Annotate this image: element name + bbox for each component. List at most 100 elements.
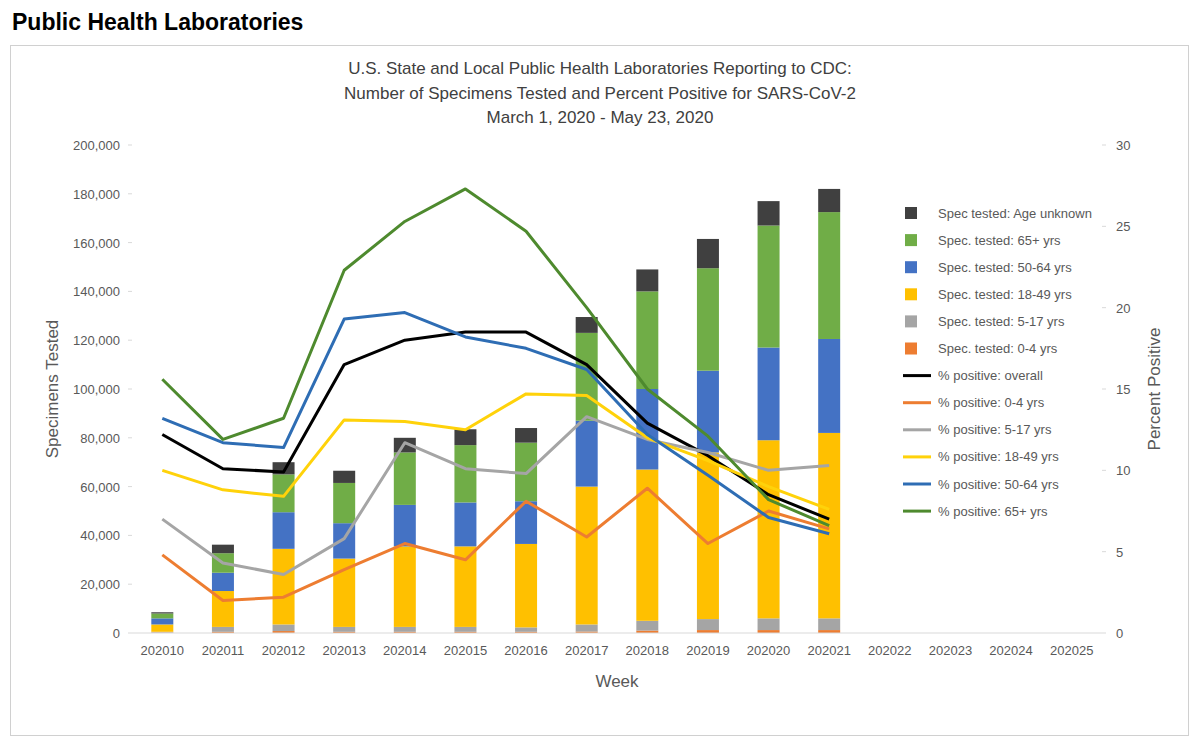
y-tick-label: 20,000 [80,577,120,592]
x-tick-label: 202015 [444,643,487,658]
bar-segment [454,429,476,445]
legend-label: % positive: 50-64 yrs [938,477,1059,492]
x-tick-label: 202023 [929,643,972,658]
bar-segment [758,201,780,225]
legend-label: % positive: 5-17 yrs [938,422,1052,437]
bar-segment [636,291,658,389]
y2-tick [1102,389,1106,390]
y2-axis-title: Percent Positive [1145,328,1164,451]
y-tick-label: 100,000 [73,382,120,397]
y2-tick-label: 25 [1116,219,1130,234]
y-tick [128,535,132,536]
bar-segment [515,544,537,627]
legend-swatch [905,343,917,355]
bar-segment [576,624,598,631]
legend-label: Spec tested: Age unknown [938,206,1092,221]
title-line: U.S. State and Local Public Health Labor… [348,59,852,78]
bar-segment [758,348,780,441]
y-tick-label: 40,000 [80,528,120,543]
y2-tick-label: 0 [1116,626,1123,641]
x-tick-label: 202022 [868,643,911,658]
x-tick-label: 202019 [686,643,729,658]
bar-segment [333,627,355,632]
y2-tick [1102,226,1106,227]
title-line: March 1, 2020 - May 23, 2020 [487,108,714,127]
y-tick [128,193,132,194]
y-tick [128,242,132,243]
y-tick [128,145,132,146]
legend-label: Spec. tested: 0-4 yrs [938,341,1058,356]
y2-tick [1102,145,1106,146]
y-tick [128,340,132,341]
bar-segment [212,573,234,591]
line-series [162,394,829,509]
bar-segment [636,389,658,470]
x-tick-label: 202016 [504,643,547,658]
bar-segment [758,618,780,630]
y2-tick [1102,633,1106,634]
x-tick-label: 202021 [807,643,850,658]
y2-tick [1102,551,1106,552]
legend-swatch [903,401,931,404]
x-tick-label: 202010 [141,643,184,658]
y-tick-label: 120,000 [73,333,120,348]
bar-segment [576,487,598,625]
bar-segment [151,613,173,618]
y-tick-label: 200,000 [73,138,120,153]
legend-swatch [903,428,931,431]
bar-segment [394,505,416,546]
bar-segment [454,627,476,632]
bar-segment [273,512,295,549]
legend-swatch [903,483,931,486]
bar-segment [697,268,719,370]
chart-frame [11,46,1189,736]
bar-segment [636,470,658,621]
bar-segment [454,502,476,546]
y-tick [128,437,132,438]
bar-segment [273,474,295,512]
bar-segment [212,545,234,554]
y-tick-label: 140,000 [73,284,120,299]
bar-segment [273,549,295,625]
line-series [162,189,829,526]
legend-swatch [903,374,931,377]
bar-segment [697,239,719,268]
y-tick [128,389,132,390]
bar-segment [636,621,658,631]
bar-segment [333,483,355,523]
y2-tick-label: 5 [1116,545,1123,560]
bar-segment [697,619,719,630]
y-tick-label: 80,000 [80,431,120,446]
x-tick-label: 202014 [383,643,426,658]
bar-segment [212,627,234,632]
header: Public Health Laboratories [12,9,303,35]
bar-segment [394,627,416,632]
bar-segment [636,269,658,291]
legend-swatch [905,261,917,273]
bar-segment [818,618,840,630]
bar-segment [818,212,840,339]
x-tick-label: 202024 [989,643,1032,658]
title-line: Number of Specimens Tested and Percent P… [344,84,856,103]
x-axis-title: Week [595,672,639,691]
y-tick-label: 160,000 [73,236,120,251]
bar-segment [333,471,355,483]
legend-label: Spec. tested: 65+ yrs [938,233,1061,248]
legend-label: % positive: 0-4 yrs [938,395,1045,410]
legend-label: % positive: 65+ yrs [938,504,1048,519]
x-tick-label: 202017 [565,643,608,658]
x-tick-label: 202018 [626,643,669,658]
bar-segment [151,624,173,631]
legend-swatch [903,455,931,458]
x-tick-label: 202025 [1050,643,1093,658]
y-axis-title: Specimens Tested [43,320,62,459]
legend-label: % positive: 18-49 yrs [938,449,1059,464]
x-tick-label: 202020 [747,643,790,658]
y2-tick [1102,470,1106,471]
legend-label: Spec. tested: 5-17 yrs [938,314,1065,329]
legend-swatch [903,510,931,513]
x-tick-label: 202012 [262,643,305,658]
bar-segment [697,371,719,453]
legend-swatch [905,315,917,327]
legend-swatch [905,288,917,300]
